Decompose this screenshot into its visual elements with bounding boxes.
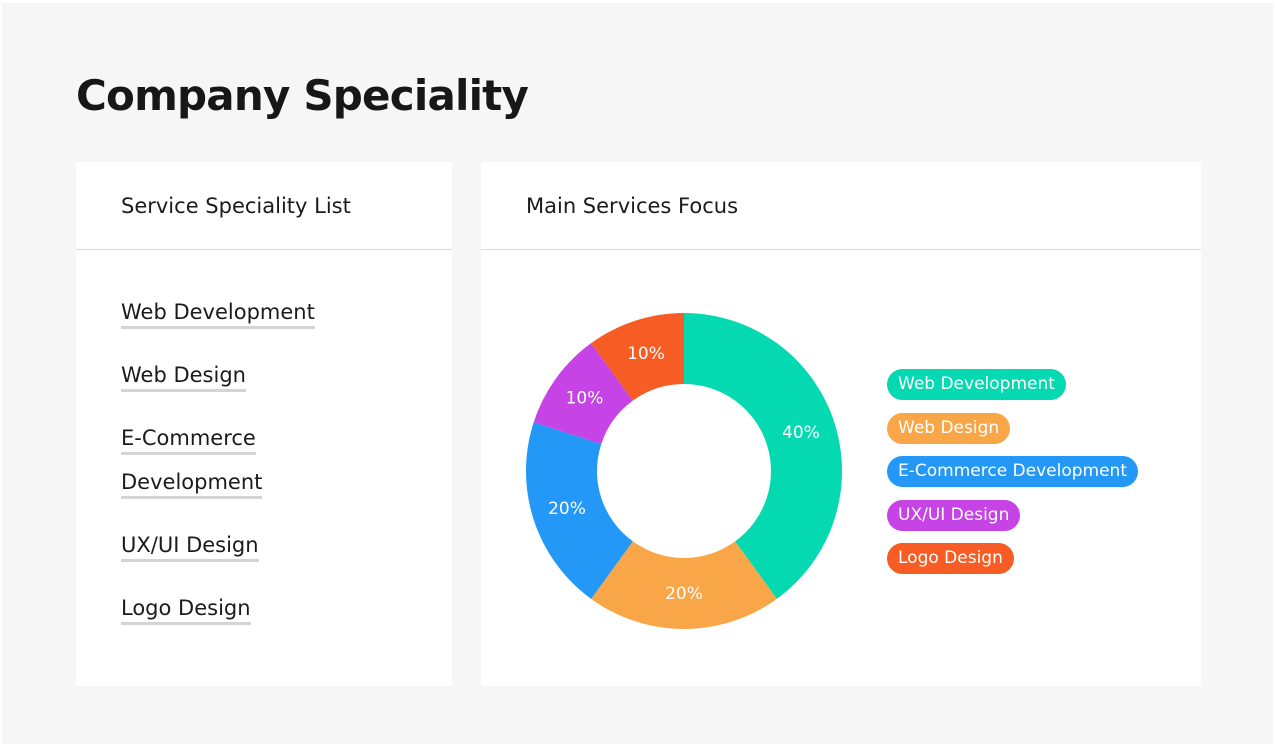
donut-label-e-commerce-development: 20% <box>548 499 586 519</box>
donut-slice-ux-ui-design <box>533 343 633 445</box>
service-item-web-design: Web Design <box>121 353 336 397</box>
service-item-ux-ui-design: UX/UI Design <box>121 523 336 567</box>
service-link-ux-ui-design[interactable]: UX/UI Design <box>121 533 259 562</box>
donut-slice-web-development <box>684 313 843 599</box>
legend-item-web-design: Web Design <box>887 412 1011 444</box>
page-title: Company Speciality <box>76 71 529 120</box>
service-item-web-development: Web Development <box>121 290 336 334</box>
donut-chart: 40% 20% 20% 10% 10% <box>526 313 843 629</box>
chart-legend: Web Development Web Design E-Commerce Deve… <box>887 369 1138 587</box>
donut-label-logo-design: 10% <box>627 344 665 364</box>
legend-item-logo-design: Logo Design <box>887 543 1014 574</box>
donut-label-web-development: 40% <box>782 423 820 443</box>
service-link-e-commerce-development[interactable]: E-Commerce Development <box>121 426 263 499</box>
legend-item-ux-ui-design: UX/UI Design <box>887 499 1021 531</box>
main-services-focus-card: Main Services Focus 40% 20% 20% 10% 10% Web … <box>481 162 1201 686</box>
service-item-e-commerce-development: E-Commerce Development <box>121 416 336 504</box>
service-list: Web Development Web Design E-Commerce De… <box>121 290 336 649</box>
service-item-logo-design: Logo Design <box>121 586 336 630</box>
legend-item-web-development: Web Development <box>887 369 1066 400</box>
service-link-web-development[interactable]: Web Development <box>121 300 315 329</box>
service-speciality-title: Service Speciality List <box>76 162 452 250</box>
service-speciality-card: Service Speciality List Web Development … <box>76 162 452 686</box>
legend-item-e-commerce-development: E-Commerce Development <box>887 456 1138 487</box>
donut-slice-e-commerce-development <box>526 422 633 599</box>
main-services-focus-title: Main Services Focus <box>481 162 1201 250</box>
service-link-logo-design[interactable]: Logo Design <box>121 596 251 625</box>
service-link-web-design[interactable]: Web Design <box>121 363 246 392</box>
donut-slice-web-design <box>591 541 777 629</box>
donut-label-web-design: 20% <box>665 584 703 604</box>
page-background: Company Speciality Service Speciality Li… <box>2 3 1273 744</box>
donut-slice-logo-design <box>591 313 684 401</box>
donut-label-ux-ui-design: 10% <box>566 389 604 409</box>
